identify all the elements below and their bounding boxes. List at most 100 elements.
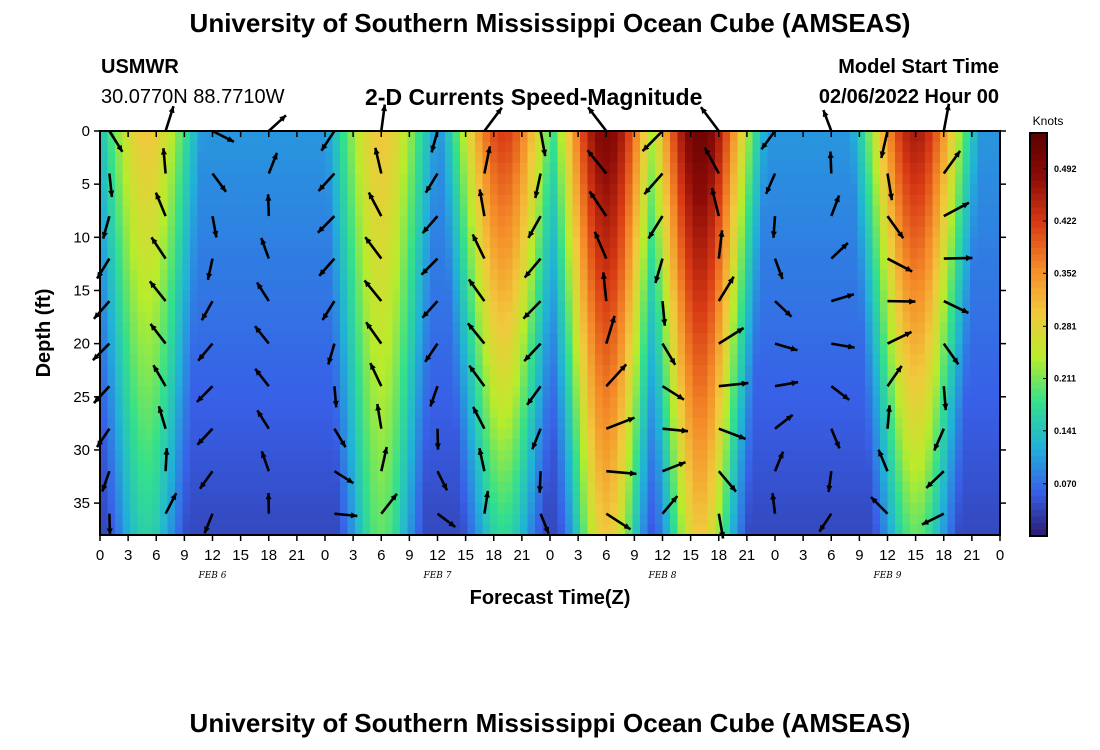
heat-cell — [467, 333, 476, 345]
heat-cell — [617, 513, 626, 525]
heat-cell — [130, 162, 139, 175]
heat-cell — [662, 301, 671, 313]
heat-cell — [482, 269, 491, 281]
heat-cell — [362, 524, 371, 536]
heat-cell — [527, 184, 536, 196]
heat-cell — [362, 141, 371, 153]
heat-cell — [122, 439, 131, 451]
heat-cell — [647, 375, 656, 387]
heat-cell — [782, 269, 791, 281]
heat-cell — [257, 386, 266, 398]
heat-cell — [400, 237, 409, 249]
heat-cell — [362, 205, 371, 217]
heat-cell — [715, 396, 724, 409]
vector-head — [370, 363, 376, 370]
heat-cell — [197, 322, 206, 334]
heat-cell — [895, 503, 904, 515]
heat-cell — [557, 184, 566, 196]
heat-cell — [692, 311, 701, 323]
heat-cell — [662, 205, 671, 217]
heat-cell — [362, 311, 371, 323]
heat-cell — [497, 141, 506, 153]
heat-cell — [220, 226, 229, 238]
heat-cell — [437, 396, 446, 409]
heat-cell — [940, 247, 949, 260]
heat-cell — [857, 343, 866, 355]
heat-cell — [497, 290, 506, 302]
heat-cell — [407, 471, 416, 483]
heat-cell — [985, 343, 994, 355]
heat-cell — [467, 301, 476, 313]
heat-cell — [385, 333, 394, 345]
heat-cell — [625, 364, 634, 377]
heat-cell — [880, 449, 889, 462]
heat-cell — [160, 216, 169, 228]
heat-cell — [272, 269, 281, 281]
heat-cell — [655, 162, 664, 175]
heat-cell — [505, 333, 514, 345]
heat-cell — [137, 258, 146, 270]
heat-cell — [317, 364, 326, 377]
heat-cell — [985, 513, 994, 525]
heat-cell — [347, 492, 356, 504]
heat-cell — [512, 162, 521, 175]
heat-cell — [370, 386, 379, 398]
heat-cell — [940, 237, 949, 249]
heat-cell — [715, 524, 724, 536]
heat-cell — [782, 524, 791, 536]
heat-cell — [280, 492, 289, 504]
heat-cell — [205, 290, 214, 302]
heat-cell — [347, 407, 356, 419]
heat-cell — [820, 418, 829, 430]
heat-cell — [332, 364, 341, 377]
heat-cell — [985, 131, 994, 143]
heat-cell — [565, 375, 574, 387]
heat-cell — [325, 237, 334, 249]
vector-head — [197, 438, 204, 445]
heat-cell — [220, 471, 229, 483]
heat-cell — [190, 407, 199, 419]
heat-cell — [220, 481, 229, 494]
heat-cell — [490, 184, 499, 196]
heat-cell — [467, 279, 476, 292]
heat-cell — [880, 513, 889, 525]
heat-cell — [805, 333, 814, 345]
heat-cell — [737, 503, 746, 515]
heat-cell — [302, 301, 311, 313]
heat-cell — [932, 162, 941, 175]
heat-cell — [542, 333, 551, 345]
heat-cell — [107, 311, 116, 323]
heat-cell — [632, 162, 641, 175]
heat-cell — [145, 449, 154, 462]
heat-cell — [527, 407, 536, 419]
heat-cell — [505, 237, 514, 249]
heat-cell — [865, 184, 874, 196]
heat-cell — [452, 279, 461, 292]
x-tick-label: 21 — [514, 547, 531, 564]
heat-cell — [332, 460, 341, 472]
heat-cell — [715, 141, 724, 153]
heat-cell — [505, 173, 514, 185]
heat-cell — [730, 279, 739, 292]
heat-cell — [610, 173, 619, 185]
heat-cell — [482, 205, 491, 217]
heat-cell — [400, 407, 409, 419]
heat-cell — [625, 481, 634, 494]
heat-cell — [242, 449, 251, 462]
heat-cell — [235, 216, 244, 228]
heat-cell — [430, 205, 439, 217]
heat-cell — [325, 524, 334, 536]
heat-cell — [460, 449, 469, 462]
heat-cell — [392, 449, 401, 462]
heat-cell — [700, 173, 709, 185]
heat-cell — [955, 237, 964, 249]
heat-cell — [820, 173, 829, 185]
heat-cell — [347, 205, 356, 217]
heat-cell — [805, 247, 814, 260]
heat-cell — [257, 439, 266, 451]
heat-cell — [782, 226, 791, 238]
heat-cell — [550, 290, 559, 302]
heat-cell — [947, 279, 956, 292]
heat-cell — [985, 375, 994, 387]
heat-cell — [835, 205, 844, 217]
